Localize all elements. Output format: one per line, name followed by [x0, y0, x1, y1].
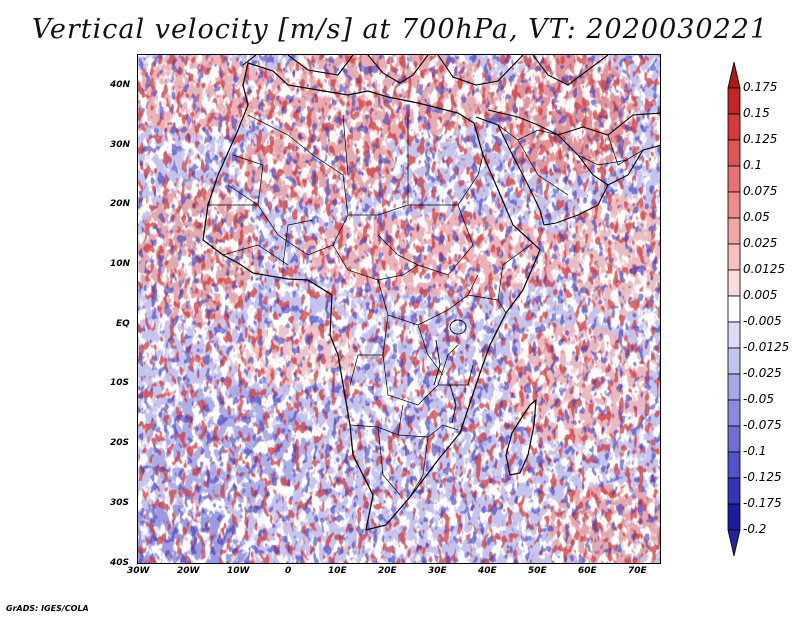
colorbar-label: 0.075	[743, 184, 778, 198]
country-borders	[208, 114, 534, 501]
colorbar-segment	[727, 295, 741, 323]
lon-tick-label: 70E	[628, 566, 647, 576]
lat-tick-label: 40N	[110, 80, 131, 90]
lon-tick-label: 10W	[227, 566, 250, 576]
colorbar-label: -0.05	[743, 392, 775, 406]
colorbar-label: 0.025	[743, 236, 778, 250]
colorbar-segment	[727, 399, 741, 427]
lon-tick-label: 30W	[127, 566, 150, 576]
colorbar-label: 0.05	[743, 210, 770, 224]
colorbar-arrow-bottom	[727, 529, 741, 557]
colorbar-segment	[727, 217, 741, 245]
colorbar-segment	[727, 477, 741, 505]
lat-tick-label: 40S	[110, 558, 130, 568]
lakes	[433, 319, 467, 424]
lon-tick-label: 0	[285, 566, 292, 576]
colorbar-label: -0.0125	[743, 340, 790, 354]
colorbar-label: 0.005	[743, 288, 778, 302]
lat-tick-label: 30S	[110, 498, 130, 508]
colorbar-label: 0.15	[743, 106, 770, 120]
lon-tick-label: 20E	[378, 566, 397, 576]
colorbar-segment	[727, 503, 741, 531]
lat-tick-label: 20S	[110, 438, 130, 448]
lat-tick-label: EQ	[116, 319, 130, 329]
colorbar	[727, 61, 741, 557]
field-blue-streaks	[138, 55, 660, 563]
lat-tick-label: 10N	[110, 259, 131, 269]
colorbar-label: -0.2	[743, 522, 767, 536]
colorbar-segment	[727, 87, 741, 115]
credit-text: GrADS: IGES/COLA	[6, 604, 89, 613]
colorbar-segment	[727, 139, 741, 167]
colorbar-label: -0.175	[743, 496, 782, 510]
colorbar-label: 0.0125	[743, 262, 785, 276]
lon-tick-label: 60E	[578, 566, 597, 576]
colorbar-label: 0.175	[743, 80, 778, 94]
chart-title: Vertical velocity [m/s] at 700hPa, VT: 2…	[31, 14, 769, 45]
colorbar-segment	[727, 347, 741, 375]
colorbar-label: -0.1	[743, 444, 767, 458]
lon-tick-label: 20W	[177, 566, 200, 576]
colorbar-segment	[727, 191, 741, 219]
colorbar-segment	[727, 321, 741, 349]
coastline-madagascar	[505, 398, 537, 476]
colorbar-arrow-top	[727, 61, 741, 89]
colorbar-label: -0.075	[743, 418, 782, 432]
colorbar-segment	[727, 451, 741, 479]
colorbar-label: -0.005	[743, 314, 782, 328]
lon-tick-label: 40E	[478, 566, 497, 576]
middle-east-borders	[497, 124, 644, 196]
map-canvas	[138, 55, 660, 563]
lon-tick-label: 50E	[528, 566, 547, 576]
lat-tick-label: 20N	[110, 199, 131, 209]
coastline-europe	[242, 55, 609, 86]
colorbar-label: 0.125	[743, 132, 778, 146]
lon-tick-label: 10E	[328, 566, 347, 576]
lon-tick-label: 30E	[428, 566, 447, 576]
colorbar-segment	[727, 165, 741, 193]
colorbar-segment	[727, 269, 741, 297]
colorbar-segment	[727, 425, 741, 453]
colorbar-segment	[727, 373, 741, 401]
lat-tick-label: 10S	[110, 378, 130, 388]
colorbar-segment	[727, 113, 741, 141]
colorbar-segment	[727, 243, 741, 271]
lat-tick-label: 30N	[110, 140, 131, 150]
colorbar-label: -0.125	[743, 470, 782, 484]
map-panel	[137, 54, 661, 564]
colorbar-label: -0.025	[743, 366, 782, 380]
colorbar-label: 0.1	[743, 158, 763, 172]
